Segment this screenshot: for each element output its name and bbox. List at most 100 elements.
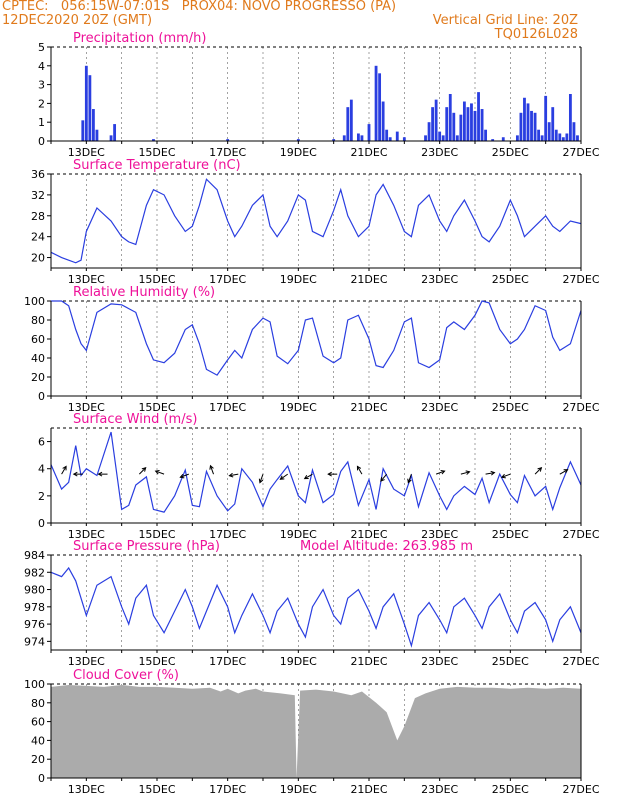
precip-bar: [561, 137, 565, 141]
wind-arrow-head: [62, 465, 67, 471]
pressure-annotation: Model Altitude: 263.985 m: [300, 539, 473, 554]
precip-bar: [395, 131, 399, 141]
wind-arrow-head: [154, 469, 160, 475]
wind-ytick-label: 0: [38, 517, 45, 530]
temperature-xtick-label: 13DEC: [68, 273, 105, 286]
precip-bar: [332, 139, 336, 141]
wind-xtick-label: 19DEC: [280, 528, 317, 541]
pressure-ytick-label: 984: [24, 549, 45, 562]
precip-xtick-label: 23DEC: [421, 146, 458, 159]
precip-bar: [470, 103, 473, 141]
precip-bar: [402, 137, 406, 141]
precip-bar: [540, 135, 544, 141]
wind-ytick-label: 2: [38, 490, 45, 503]
wind-ytick-label: 6: [38, 436, 45, 449]
wind-xtick-label: 17DEC: [209, 528, 246, 541]
cloud-xtick-label: 25DEC: [492, 783, 529, 796]
temperature-xtick-label: 17DEC: [209, 273, 246, 286]
pressure-xtick-label: 27DEC: [562, 655, 599, 668]
precip-bar: [452, 112, 456, 141]
precip-bar: [438, 131, 442, 141]
precip-bar: [477, 92, 480, 141]
precip-bar: [462, 101, 466, 141]
precip-bar: [576, 135, 579, 141]
wind-xtick-label: 13DEC: [68, 528, 105, 541]
humidity-xtick-label: 19DEC: [280, 401, 317, 414]
wind-xtick-label: 25DEC: [492, 528, 529, 541]
wind-arrow: [485, 472, 495, 475]
precip-bar: [526, 103, 530, 141]
precip-bar: [434, 99, 438, 141]
wind-arrow: [435, 470, 445, 475]
wind-xtick-label: 15DEC: [138, 528, 175, 541]
precip-bar: [342, 135, 346, 141]
wind-arrow: [138, 467, 147, 475]
humidity-ytick-label: 100: [24, 295, 45, 308]
temperature-ytick-label: 28: [31, 210, 45, 223]
cloud-ytick-label: 40: [31, 734, 45, 747]
precip-bar: [385, 129, 389, 141]
precip-bar: [427, 122, 431, 141]
wind-xtick-label: 21DEC: [350, 528, 387, 541]
precip-xtick-label: 21DEC: [350, 146, 387, 159]
wind-arrow: [460, 471, 470, 475]
temperature-ytick-label: 32: [31, 189, 45, 202]
wind-arrow-head: [440, 469, 446, 475]
precip-bar: [441, 135, 445, 141]
wind-arrow-head: [179, 473, 185, 479]
precip-bar: [466, 107, 470, 141]
wind-arrow-head: [500, 473, 506, 479]
cloud-ytick-label: 0: [38, 772, 45, 785]
wind-arrow: [534, 467, 542, 475]
wind-title: Surface Wind (m/s): [73, 412, 197, 427]
humidity-xtick-label: 27DEC: [562, 401, 599, 414]
precip-ytick-label: 0: [38, 135, 45, 148]
precip-bar: [84, 65, 88, 141]
header-model-code: TQ0126L028: [494, 27, 578, 42]
wind-arrow: [155, 470, 165, 475]
precip-ytick-label: 2: [38, 97, 45, 110]
cloud-ytick-label: 20: [31, 753, 45, 766]
pressure-xtick-label: 21DEC: [350, 655, 387, 668]
precip-bar: [554, 129, 558, 141]
pressure-ytick-label: 976: [24, 618, 45, 631]
wind-arrow: [380, 473, 388, 482]
header-date: 12DEC2020 20Z (GMT): [2, 13, 153, 28]
precip-bar: [226, 139, 230, 141]
wind-xtick-label: 27DEC: [562, 528, 599, 541]
precip-bar: [349, 99, 353, 141]
cloud-xtick-label: 23DEC: [421, 783, 458, 796]
precip-bar: [378, 73, 382, 141]
precip-xtick-label: 25DEC: [492, 146, 529, 159]
precip-bar: [360, 135, 364, 141]
precip-bar: [572, 122, 576, 141]
wind-arrow-head: [407, 478, 412, 484]
precip-bar: [381, 101, 385, 141]
precip-bar: [109, 135, 113, 141]
humidity-ytick-label: 60: [31, 333, 45, 346]
pressure-xtick-label: 25DEC: [492, 655, 529, 668]
wind-arrow: [209, 465, 215, 475]
wind-arrow-head: [97, 471, 103, 477]
temperature-xtick-label: 21DEC: [350, 273, 387, 286]
cloud-area: [51, 684, 581, 778]
precip-ytick-label: 3: [38, 79, 45, 92]
precip-bar: [81, 120, 85, 141]
precip-bar: [547, 122, 551, 141]
temperature-ytick-label: 24: [31, 231, 45, 244]
precip-ytick-label: 5: [38, 41, 45, 54]
precip-bar: [374, 65, 378, 141]
humidity-line: [51, 300, 582, 376]
wind-arrow: [501, 473, 511, 478]
pressure-xtick-label: 23DEC: [421, 655, 458, 668]
pressure-xtick-label: 17DEC: [209, 655, 246, 668]
precip-xtick-label: 27DEC: [562, 146, 599, 159]
pressure-xtick-label: 13DEC: [68, 655, 105, 668]
pressure-xtick-label: 19DEC: [280, 655, 317, 668]
wind-arrow-head: [465, 470, 471, 475]
precip-bar: [480, 109, 484, 141]
cloud-xtick-label: 13DEC: [68, 783, 105, 796]
precip-bar: [445, 107, 449, 141]
wind-arrow: [280, 473, 289, 480]
